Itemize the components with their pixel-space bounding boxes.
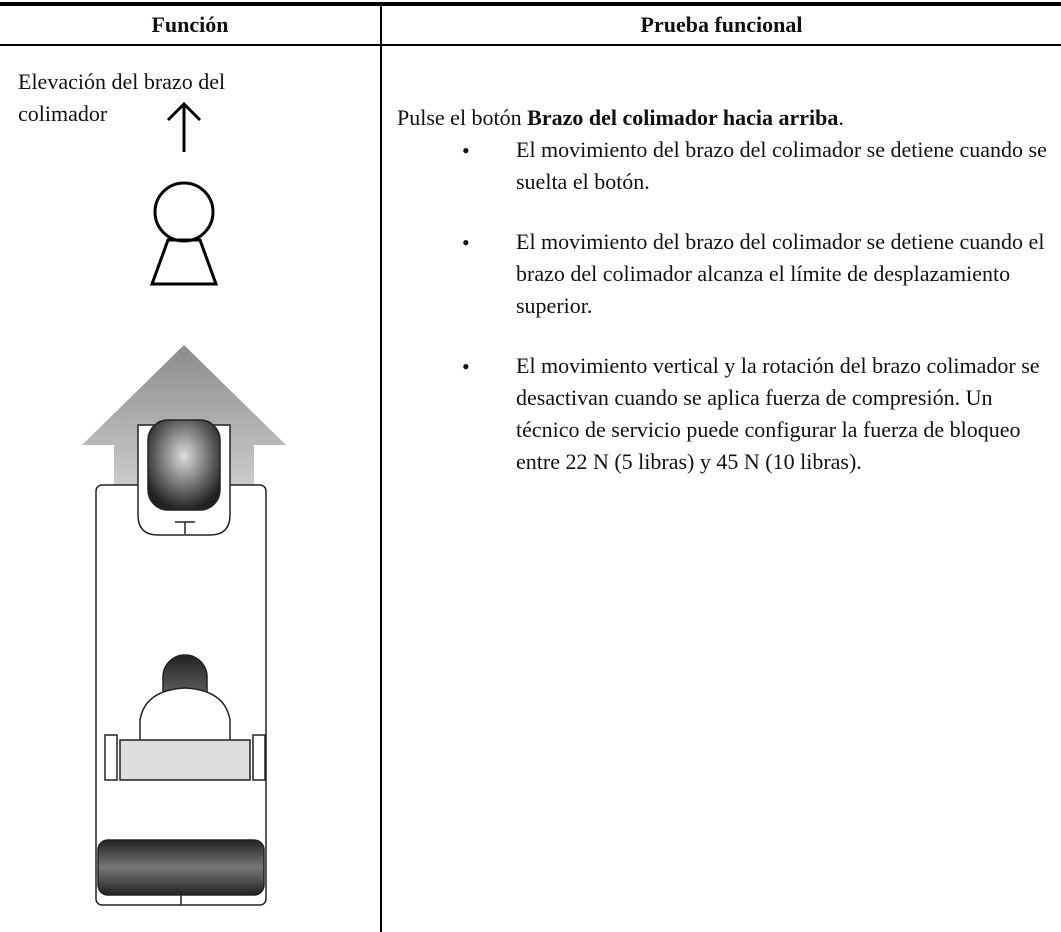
- instruction: Pulse el botón Brazo del colimador hacia…: [397, 102, 1057, 134]
- bullet-text: El movimiento vertical y la rotación del…: [516, 353, 1040, 474]
- column-divider: [380, 6, 382, 932]
- illustration: [82, 101, 286, 906]
- bullet: •: [462, 354, 470, 379]
- header-cell: Prueba funcional: [640, 12, 803, 37]
- top-rule: [0, 2, 1061, 6]
- instruction-text: Pulse el botón: [397, 105, 528, 130]
- button-name: Brazo del colimador hacia arriba: [527, 105, 839, 130]
- bullet: •: [462, 138, 470, 163]
- function-name: Elevación del brazo del colimador: [18, 69, 226, 126]
- header-cell: Función: [151, 12, 229, 37]
- bullet: •: [462, 230, 470, 255]
- bullet-text: El movimiento del brazo del colimador se…: [516, 137, 1047, 194]
- bullet-text: El movimiento del brazo del colimador se…: [516, 229, 1045, 318]
- header-rule: [0, 44, 1061, 46]
- instruction-text: .: [838, 105, 844, 130]
